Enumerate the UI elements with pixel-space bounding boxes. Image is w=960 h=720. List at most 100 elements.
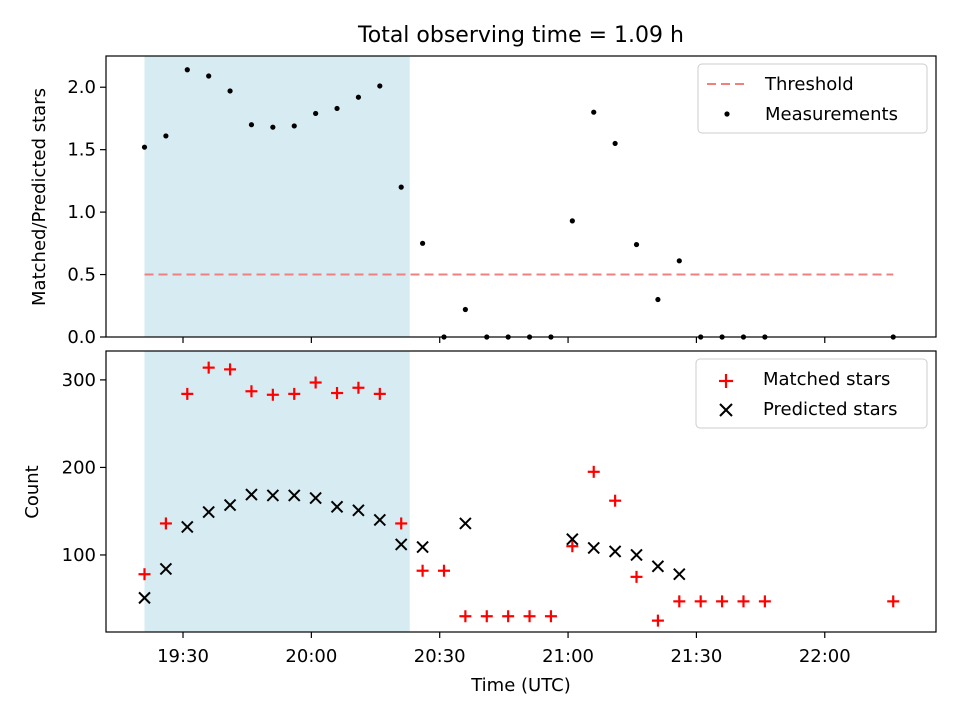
measurement-point — [419, 240, 426, 246]
predicted-star-point — [245, 488, 258, 501]
matched-star-point — [694, 595, 707, 608]
ratio-panel-y-axis: 0.0 0.5 1.0 1.5 2.0 — [67, 77, 106, 348]
predicted-star-point — [266, 489, 280, 502]
predicted-star-point — [394, 538, 408, 551]
legend-box — [697, 63, 928, 134]
count-panel-frame — [105, 350, 937, 633]
y-tick-label: 200 — [62, 457, 96, 478]
x-axis-label: Time (UTC) — [470, 675, 571, 696]
matched-star-point — [352, 381, 365, 394]
x-tick-label: 21:30 — [670, 646, 722, 667]
predicted-star-point — [138, 591, 151, 605]
matched-star-point — [566, 540, 579, 553]
matched-star-point — [609, 494, 622, 507]
x-tick-label: 20:00 — [285, 646, 337, 667]
measurement-point — [206, 73, 212, 79]
predicted-star-point — [309, 491, 322, 505]
predicted-star-point — [352, 504, 365, 517]
matched-star-point — [502, 610, 515, 623]
matched-star-point — [523, 610, 536, 623]
matched-star-point — [480, 610, 493, 623]
matched-star-point — [737, 595, 750, 608]
count-panel-x-axis: 19:30 20:00 20:30 21:00 21:30 22:00 — [157, 632, 851, 667]
predicted-star-point — [288, 489, 301, 502]
y-tick-label: 100 — [62, 545, 96, 566]
matched-star-point — [288, 387, 301, 400]
matched-star-point — [673, 595, 686, 608]
predicted-star-point — [673, 568, 686, 581]
matched-star-point — [437, 564, 450, 577]
measurement-point — [398, 184, 404, 190]
matched-star-point — [630, 570, 643, 583]
predicted-star-point — [587, 541, 600, 555]
measurement-point — [270, 124, 276, 130]
matched-star-point — [309, 376, 322, 389]
measurement-point — [227, 88, 233, 94]
measurement-point — [184, 67, 190, 73]
legend-predicted-swatch — [719, 403, 733, 417]
matched-star-point — [716, 595, 729, 608]
measurement-points — [141, 67, 896, 340]
count-panel-ylabel: Count — [22, 465, 43, 518]
y-tick-label: 0.0 — [67, 327, 96, 348]
matched-star-point — [459, 610, 472, 623]
predicted-star-point — [459, 517, 472, 530]
predicted-star-point — [416, 540, 429, 554]
matched-star-point — [331, 387, 344, 400]
x-tick-label: 20:30 — [414, 646, 466, 667]
matched-star-point — [587, 465, 600, 478]
matched-star-point — [651, 614, 664, 627]
y-tick-label: 1.5 — [67, 140, 96, 161]
x-tick-label: 19:30 — [157, 646, 209, 667]
ratio-panel-x-ticks — [182, 337, 826, 343]
observing-window-shade — [144, 56, 410, 337]
predicted-star-point — [202, 505, 215, 519]
measurement-point — [633, 241, 640, 248]
matched-star-point — [266, 388, 279, 401]
count-panel-y-axis: 100 200 300 — [62, 370, 106, 566]
x-tick-label: 22:00 — [799, 646, 851, 667]
legend-threshold-label: Threshold — [764, 74, 854, 95]
x-tick-label: 21:00 — [542, 646, 594, 667]
matched-star-point — [887, 595, 900, 608]
predicted-star-point — [159, 562, 173, 576]
ratio-panel: 0.00.51.01.52.0 Matched/Predicted stars … — [29, 55, 937, 348]
y-tick-label: 1.0 — [67, 202, 96, 223]
measurement-point — [355, 94, 362, 100]
predicted-star-point — [566, 533, 579, 546]
matched-star-point — [758, 595, 771, 608]
predicted-star-point — [223, 498, 237, 512]
measurement-point — [676, 258, 682, 264]
matched-star-point — [181, 387, 194, 400]
matched-star-point — [395, 517, 408, 530]
legend-matched-label: Matched stars — [763, 369, 890, 390]
legend-predicted-label: Predicted stars — [763, 399, 897, 420]
predicted-star-point — [330, 500, 344, 514]
measurement-point — [569, 218, 575, 224]
measurement-point — [291, 123, 297, 129]
predicted-star-point — [608, 545, 622, 558]
count-panel-legend: Matched stars Predicted stars — [695, 358, 928, 429]
matched-star-point — [224, 363, 237, 376]
measurement-point — [655, 296, 661, 303]
predicted-star-point — [181, 520, 194, 534]
matched-star-point — [373, 387, 386, 400]
measurement-point — [248, 122, 255, 128]
measurement-point — [591, 109, 597, 115]
y-tick-label: 2.0 — [67, 77, 96, 98]
legend-box — [695, 358, 928, 429]
predicted-star-point — [651, 560, 665, 573]
legend-matched-swatch — [719, 374, 733, 388]
predicted-star-point — [630, 548, 643, 562]
measurement-point — [334, 105, 340, 112]
y-tick-label: 300 — [62, 370, 96, 391]
count-panel: 100 200 300 19:30 20:00 20:30 21:00 21:30 22:00… — [22, 350, 937, 667]
measurement-point — [377, 83, 383, 89]
count-points — [138, 361, 900, 627]
measurement-point — [462, 306, 468, 313]
legend-measurements-label: Measurements — [765, 104, 898, 125]
matched-star-point — [245, 385, 258, 398]
measurement-point — [612, 140, 618, 147]
matched-star-point — [544, 610, 557, 623]
